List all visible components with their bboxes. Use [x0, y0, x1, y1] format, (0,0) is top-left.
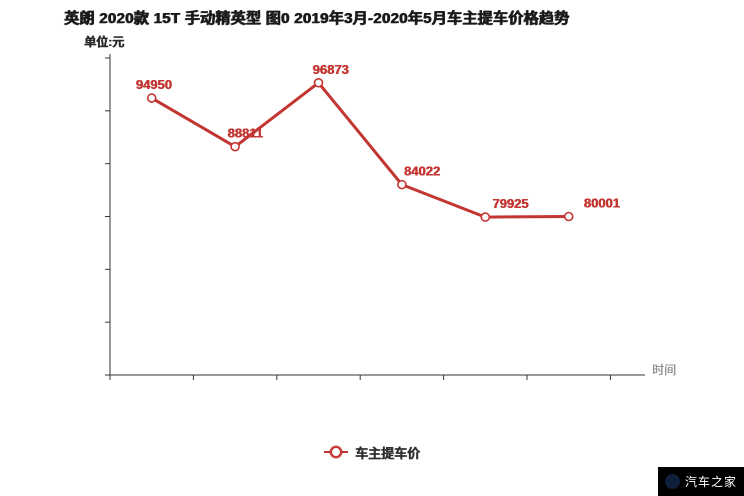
legend-line-marker-icon: [323, 445, 348, 459]
data-point[interactable]: [313, 77, 324, 88]
data-point[interactable]: [563, 211, 574, 222]
data-point[interactable]: [146, 93, 157, 103]
data-point[interactable]: [480, 212, 491, 222]
data-point[interactable]: [230, 141, 240, 152]
data-point[interactable]: [397, 179, 407, 190]
chart-title: 英朗 2020款 15T 手动精英型 图0 2019年3月-2020年5月车主提…: [64, 10, 570, 27]
autohome-logo-icon: [664, 474, 680, 489]
data-point-label: 88811: [227, 126, 262, 141]
chart-legend[interactable]: 车主提车价: [0, 441, 744, 463]
watermark-text: 汽车之家: [684, 475, 737, 489]
data-point-label: 94950: [136, 77, 172, 92]
y-axis-unit-label: 单位:元: [84, 35, 124, 49]
data-point-label: 96873: [312, 62, 348, 77]
series-line: [150, 81, 569, 219]
x-axis-name-label: 时间: [652, 363, 677, 377]
data-point-label: 84022: [404, 164, 440, 179]
data-point-label: 80001: [584, 195, 620, 210]
data-point-label: 79925: [492, 196, 528, 211]
legend-item-label: 车主提车价: [354, 445, 420, 461]
watermark-bar: 汽车之家: [658, 467, 744, 496]
